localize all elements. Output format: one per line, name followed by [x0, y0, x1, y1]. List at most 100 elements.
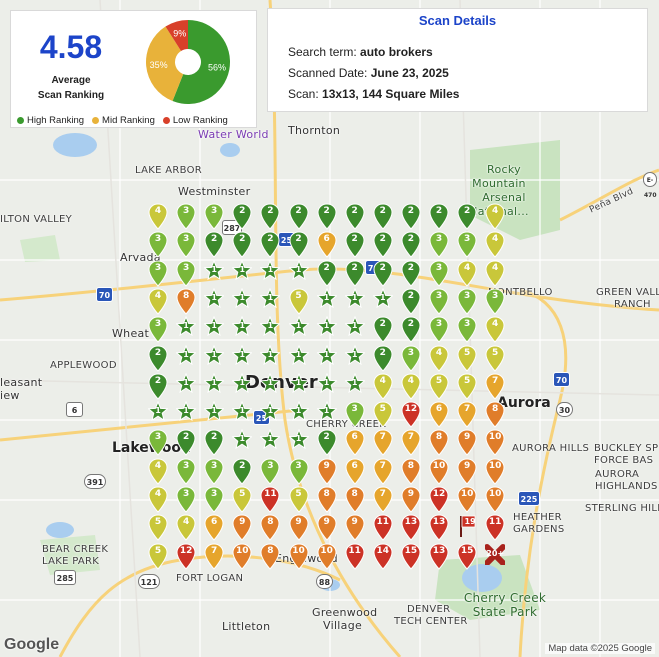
ranking-pin[interactable]: 3 [345, 401, 365, 428]
ranking-pin[interactable]: 1 [231, 315, 254, 343]
ranking-pin[interactable]: 5 [288, 486, 309, 513]
ranking-pin[interactable]: 2 [176, 429, 196, 457]
ranking-pin[interactable]: 10 [429, 458, 449, 485]
ranking-pin[interactable]: 3 [176, 260, 196, 287]
ranking-pin[interactable]: 2 [345, 203, 365, 230]
ranking-pin[interactable]: 1 [259, 259, 282, 287]
ranking-pin[interactable]: 2 [373, 203, 393, 230]
ranking-pin[interactable]: 1 [231, 400, 254, 428]
ranking-pin[interactable]: 7 [373, 458, 393, 485]
ranking-pin[interactable]: 1 [231, 372, 254, 400]
ranking-pin[interactable]: 1 [259, 315, 282, 343]
ranking-pin[interactable]: 1 [343, 315, 366, 343]
ranking-pin[interactable]: 12 [401, 401, 421, 428]
ranking-pin[interactable]: 2 [373, 344, 393, 372]
ranking-pin[interactable]: 3 [401, 344, 421, 372]
ranking-pin[interactable]: 9 [401, 486, 421, 513]
ranking-pin[interactable]: 15 [401, 543, 421, 570]
ranking-pin[interactable]: 1 [259, 372, 282, 400]
ranking-pin[interactable]: 2 [345, 260, 365, 287]
ranking-pin[interactable]: 4 [148, 288, 168, 315]
ranking-pin[interactable]: 1 [175, 400, 197, 428]
ranking-pin[interactable]: 11 [345, 543, 365, 570]
ranking-pin[interactable]: 1 [231, 259, 254, 287]
ranking-pin[interactable]: 5 [232, 486, 252, 513]
ranking-pin[interactable]: 11 [485, 514, 505, 542]
ranking-pin[interactable]: 7 [204, 543, 224, 570]
ranking-pin[interactable]: 8 [317, 486, 337, 513]
map-attribution[interactable]: Map data ©2025 Google [545, 643, 655, 654]
ranking-pin[interactable]: 1 [315, 287, 338, 315]
ranking-pin[interactable]: 9 [457, 429, 477, 457]
ranking-pin[interactable]: 1 [203, 315, 225, 343]
ranking-pin[interactable]: 4 [148, 203, 168, 230]
ranking-pin[interactable]: 3 [176, 486, 196, 513]
ranking-pin[interactable]: 4 [485, 203, 505, 230]
ranking-pin[interactable]: 4 [148, 458, 168, 485]
ranking-pin[interactable]: 1 [259, 287, 282, 315]
ranking-pin[interactable]: 10 [288, 543, 309, 570]
ranking-pin[interactable]: 8 [260, 514, 280, 542]
ranking-pin[interactable]: 5 [457, 373, 477, 400]
ranking-pin[interactable]: 7 [373, 429, 393, 457]
ranking-pin[interactable]: 6 [345, 429, 365, 457]
ranking-pin[interactable]: 1 [372, 287, 394, 315]
ranking-pin[interactable]: 10 [485, 458, 505, 485]
ranking-pin[interactable]: 3 [176, 458, 196, 485]
ranking-pin[interactable]: 13 [401, 514, 421, 542]
ranking-pin[interactable]: 1 [203, 344, 225, 372]
ranking-pin[interactable]: 4 [373, 373, 393, 400]
ranking-pin[interactable]: 3 [148, 316, 168, 343]
ranking-pin[interactable]: 2 [457, 203, 477, 230]
ranking-pin[interactable]: 1 [203, 400, 225, 428]
ranking-pin[interactable]: 10 [485, 486, 505, 513]
ranking-pin[interactable]: 20+ [484, 543, 507, 570]
ranking-pin[interactable]: 2 [204, 231, 224, 259]
ranking-pin[interactable]: 1 [203, 287, 225, 315]
ranking-pin[interactable]: 2 [148, 373, 168, 400]
ranking-pin[interactable]: 1 [231, 429, 254, 456]
ranking-pin[interactable]: 1 [315, 400, 338, 428]
ranking-pin[interactable]: 2 [429, 203, 449, 230]
ranking-pin[interactable]: 1 [231, 287, 254, 315]
ranking-pin[interactable]: 5 [148, 543, 168, 570]
ranking-pin[interactable]: 9 [288, 514, 309, 542]
ranking-pin[interactable]: 11 [260, 486, 280, 513]
ranking-pin[interactable]: 2 [401, 203, 421, 230]
ranking-pin[interactable]: 9 [345, 514, 365, 542]
ranking-pin[interactable]: 2 [317, 260, 337, 287]
ranking-pin[interactable]: 3 [429, 231, 449, 259]
ranking-pin[interactable]: 5 [288, 288, 309, 315]
ranking-pin[interactable]: 6 [429, 401, 449, 428]
ranking-pin[interactable]: 3 [148, 429, 168, 457]
ranking-pin[interactable]: 2 [373, 260, 393, 287]
ranking-pin[interactable]: 1 [343, 287, 366, 315]
ranking-pin[interactable]: 3 [176, 203, 196, 230]
ranking-pin[interactable]: 7 [485, 373, 505, 400]
ranking-pin[interactable]: 4 [429, 344, 449, 372]
ranking-pin[interactable]: 6 [345, 458, 365, 485]
ranking-pin[interactable]: 1 [287, 315, 310, 343]
ranking-pin[interactable]: 4 [176, 514, 196, 542]
ranking-pin[interactable]: 1 [259, 429, 282, 456]
ranking-pin[interactable]: 1 [343, 372, 366, 400]
ranking-pin[interactable]: 1 [287, 400, 310, 428]
ranking-pin[interactable]: 2 [204, 429, 224, 457]
ranking-pin[interactable]: 3 [457, 231, 477, 259]
ranking-pin[interactable]: 1 [231, 344, 254, 372]
ranking-pin[interactable]: 8 [485, 401, 505, 428]
ranking-pin[interactable]: 1 [259, 344, 282, 372]
ranking-pin[interactable]: 10 [457, 486, 477, 513]
ranking-pin[interactable]: 14 [373, 543, 393, 570]
ranking-pin[interactable]: 10 [317, 543, 337, 570]
ranking-pin[interactable]: 8 [345, 486, 365, 513]
ranking-pin[interactable]: 7 [457, 401, 477, 428]
ranking-pin[interactable]: 8 [260, 543, 280, 570]
ranking-pin[interactable]: 10 [232, 543, 252, 570]
ranking-pin[interactable]: 3 [204, 203, 224, 230]
ranking-pin[interactable]: 5 [429, 373, 449, 400]
ranking-pin[interactable]: 8 [401, 458, 421, 485]
ranking-pin[interactable]: 2 [373, 316, 393, 343]
ranking-pin[interactable]: 2 [317, 429, 337, 457]
ranking-pin[interactable]: 5 [148, 514, 168, 542]
